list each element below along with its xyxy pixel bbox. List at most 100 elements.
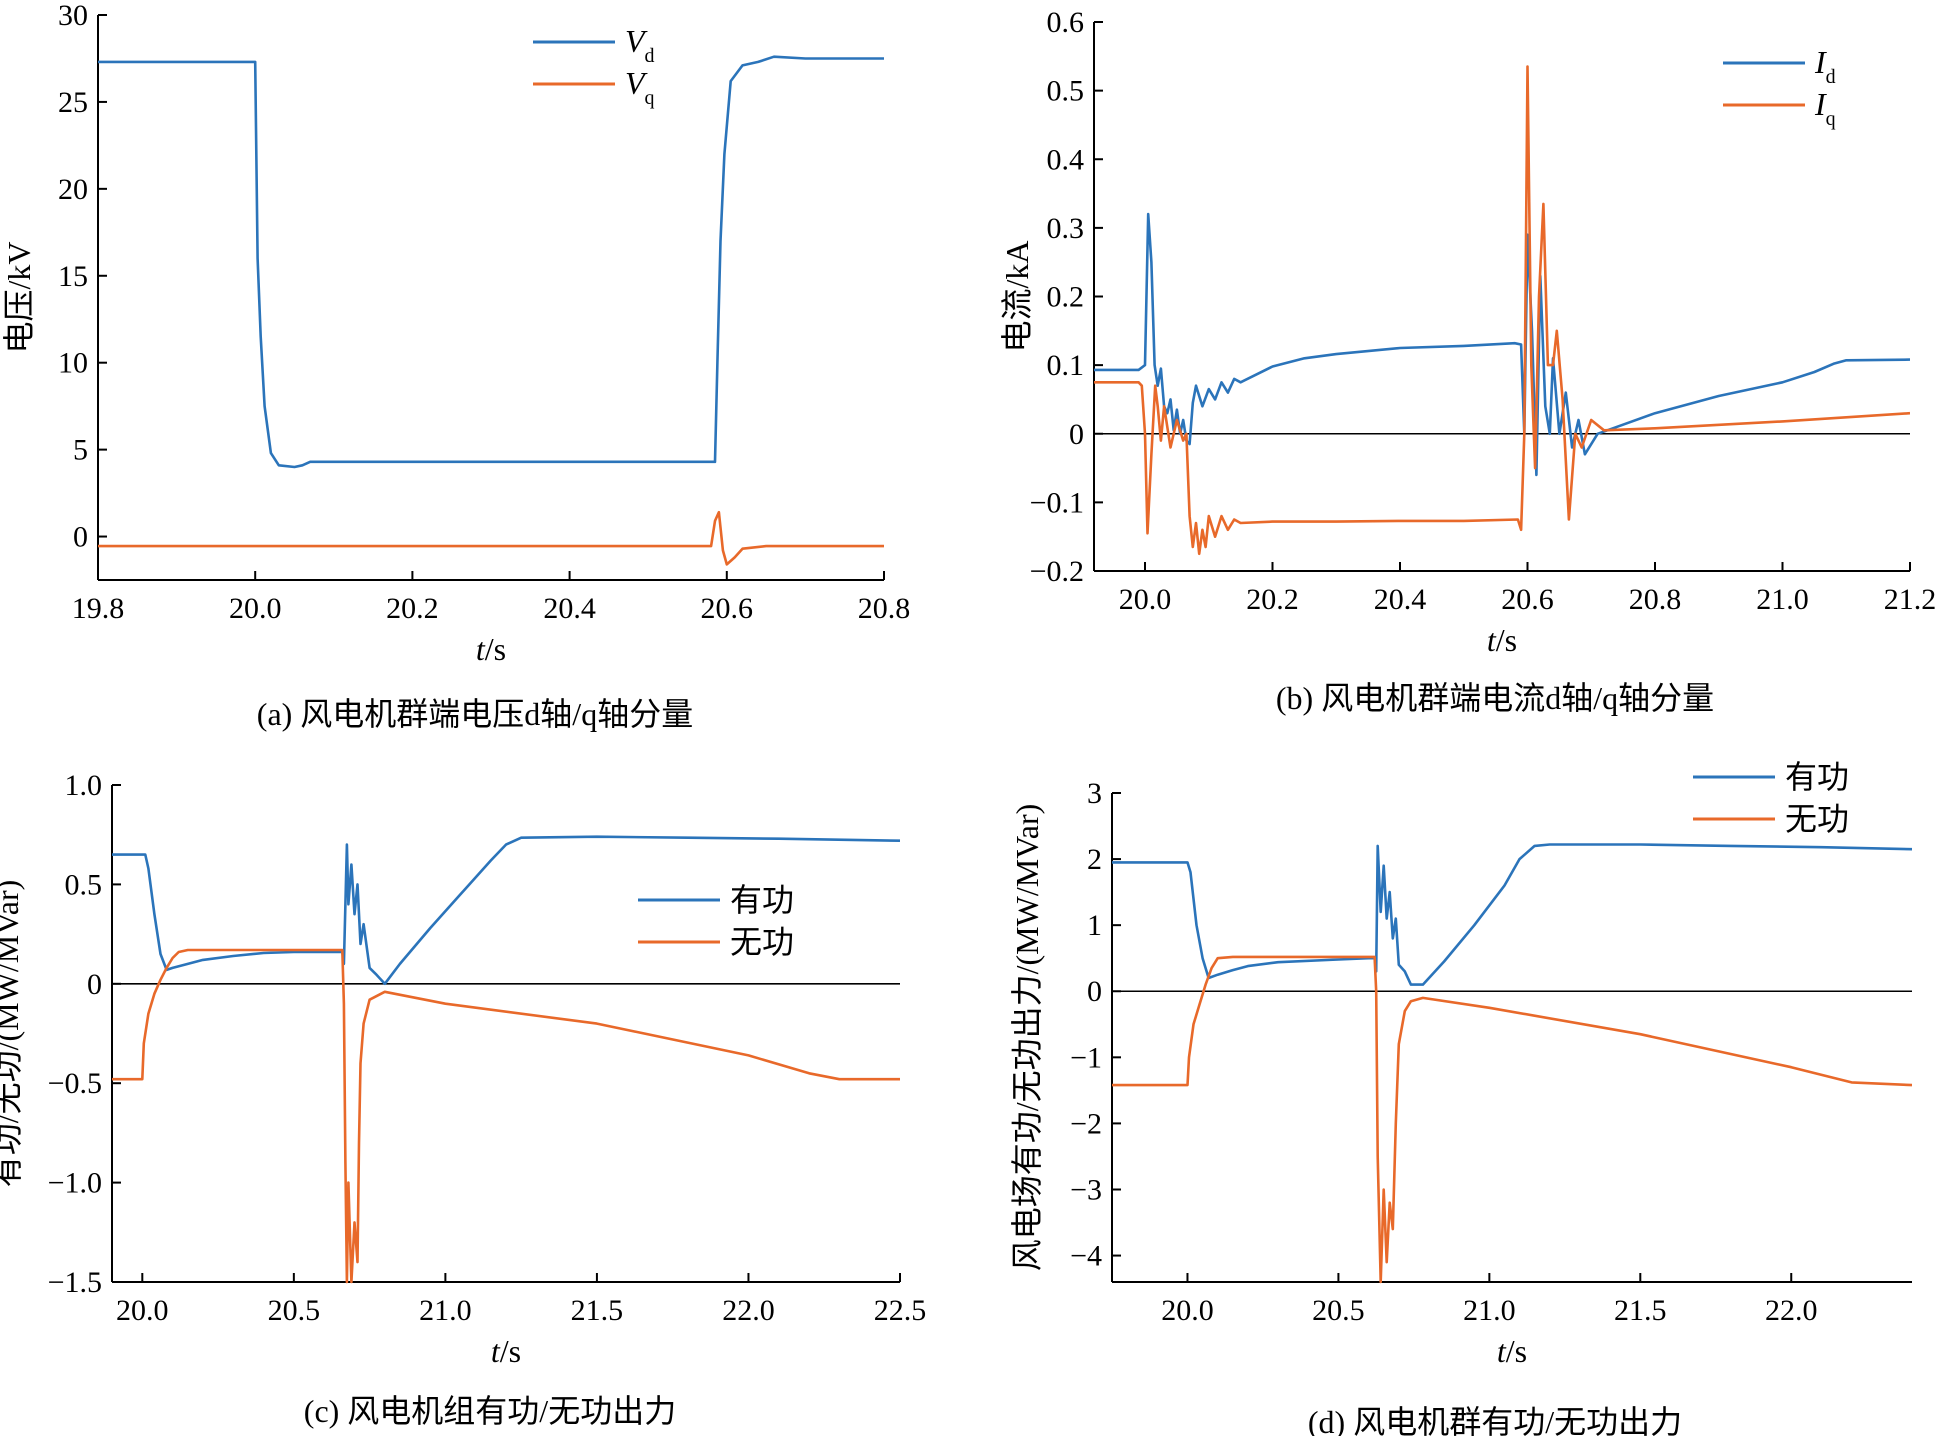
y-tick-label: 0.5 (1047, 75, 1085, 108)
y-tick-label: 5 (73, 434, 88, 467)
x-tick-label: 22.0 (1765, 1294, 1818, 1327)
y-tick-label: 0.5 (65, 868, 103, 901)
x-tick-label: 21.0 (1463, 1294, 1516, 1327)
x-axis-label-variable: t (476, 631, 486, 667)
legend-label: Vq (625, 65, 655, 109)
legend-label: Iq (1814, 86, 1836, 130)
panel-caption: (a) 风电机群端电压d轴/q轴分量 (257, 696, 693, 732)
x-axis-label: t/s (1487, 622, 1517, 658)
x-tick-label: 20.0 (1119, 583, 1172, 616)
panel-caption: (c) 风电机组有功/无功出力 (304, 1393, 676, 1429)
y-tick-label: −2 (1070, 1107, 1102, 1140)
panel-caption: (b) 风电机群端电流d轴/q轴分量 (1276, 680, 1714, 716)
x-tick-label: 20.4 (1374, 583, 1427, 616)
x-tick-label: 20.6 (1501, 583, 1554, 616)
x-tick-label: 20.0 (1161, 1294, 1214, 1327)
y-tick-label: 25 (58, 86, 88, 119)
y-axis-label: 风电场有功/无功出力/(MW/MVar) (1009, 804, 1045, 1272)
panel-d-cluster-power-chart: −4 −3 −2 −1 0 1 2 3 20.0 20.5 21.0 21.5 22.0 t/s 风电场有功… (1009, 759, 1912, 1436)
x-axis-label-unit: /s (1496, 622, 1517, 658)
x-tick-label: 21.5 (1614, 1294, 1667, 1327)
y-tick-label: 1.0 (65, 769, 103, 802)
x-axis-label: t/s (491, 1333, 521, 1369)
x-tick-label: 20.8 (858, 592, 911, 625)
series-line-orange (112, 948, 900, 1284)
series-line-blue (1112, 843, 1912, 986)
legend-label: 有功 (730, 882, 794, 918)
series-line-orange (98, 510, 884, 566)
x-tick-label: 20.6 (701, 592, 754, 625)
x-tick-label: 20.2 (1246, 583, 1299, 616)
y-tick-label: 1 (1087, 909, 1102, 942)
x-axis-label-unit: /s (1506, 1333, 1527, 1369)
x-tick-label: 21.0 (419, 1294, 472, 1327)
x-tick-label: 20.8 (1629, 583, 1682, 616)
y-tick-label: −1 (1070, 1041, 1102, 1074)
panel-b-current-chart: −0.2 −0.1 0 0.1 0.2 0.3 0.4 0.5 0.6 20.0 20.2 20.4 2… (999, 6, 1936, 716)
series-line-orange (1112, 955, 1912, 1284)
legend-label: 有功 (1785, 759, 1849, 795)
x-tick-label: 22.0 (722, 1294, 775, 1327)
y-tick-label: 2 (1087, 843, 1102, 876)
y-tick-label: −1.5 (48, 1266, 102, 1299)
y-tick-label: 20 (58, 173, 88, 206)
y-tick-label: 0.2 (1047, 281, 1085, 314)
legend-label: 无功 (730, 924, 794, 960)
legend-label-subscript: d (645, 45, 655, 67)
x-tick-label: 20.2 (386, 592, 439, 625)
x-tick-label: 21.2 (1884, 583, 1937, 616)
y-axis-label: 有功/无功/(MW/MVar) (0, 880, 25, 1188)
legend-label-base: V (625, 65, 648, 101)
y-tick-label: 0 (87, 968, 102, 1001)
x-axis-label: t/s (1497, 1333, 1527, 1369)
y-tick-label: 15 (58, 260, 88, 293)
legend-label: Id (1814, 44, 1836, 88)
x-tick-label: 21.5 (571, 1294, 624, 1327)
x-tick-label: 20.0 (229, 592, 282, 625)
y-tick-label: −0.2 (1030, 555, 1084, 588)
y-tick-label: 0.6 (1047, 6, 1085, 39)
x-tick-label: 20.5 (1312, 1294, 1365, 1327)
x-tick-label: 21.0 (1756, 583, 1809, 616)
legend-label: 无功 (1785, 801, 1849, 837)
series-line-blue (98, 55, 884, 469)
x-axis-label-variable: t (1497, 1333, 1507, 1369)
x-tick-label: 19.8 (72, 592, 125, 625)
y-tick-label: −0.1 (1030, 486, 1084, 519)
y-tick-label: 30 (58, 0, 88, 32)
legend-label-base: V (625, 23, 648, 59)
y-tick-label: 0 (1087, 975, 1102, 1008)
y-axis-label: 电压/kV (1, 241, 37, 353)
y-tick-label: 0.3 (1047, 212, 1085, 245)
y-tick-label: 0 (73, 521, 88, 554)
legend-label-base: I (1814, 44, 1827, 80)
y-tick-label: 3 (1087, 777, 1102, 810)
x-axis-label-unit: /s (485, 631, 506, 667)
panel-caption: (d) 风电机群有功/无功出力 (1308, 1404, 1682, 1436)
panel-c-unit-power-chart: −1.5 −1.0 −0.5 0 0.5 1.0 20.0 20.5 21.0 21.5 22.0 2… (0, 769, 926, 1429)
legend-label-base: I (1814, 86, 1827, 122)
x-tick-label: 20.0 (116, 1294, 169, 1327)
series-line-blue (112, 835, 900, 986)
x-axis-label-variable: t (491, 1333, 501, 1369)
series-line-orange (1094, 65, 1910, 556)
x-tick-label: 20.4 (543, 592, 596, 625)
y-tick-label: 10 (58, 347, 88, 380)
y-tick-label: 0.4 (1047, 143, 1085, 176)
panel-a-voltage-chart: 0 5 10 15 20 25 30 19.8 20.0 20.2 20.4 20.6 20.8 t/s 电… (1, 0, 910, 732)
legend-label-subscript: q (645, 87, 655, 109)
x-tick-label: 20.5 (268, 1294, 321, 1327)
y-axis-label: 电流/kA (999, 240, 1035, 352)
legend-label-subscript: d (1826, 66, 1836, 88)
legend-label: Vd (625, 23, 655, 67)
series-line-blue (1094, 212, 1910, 477)
x-axis-label-variable: t (1487, 622, 1497, 658)
y-tick-label: −0.5 (48, 1067, 102, 1100)
y-tick-label: 0 (1069, 418, 1084, 451)
y-tick-label: −4 (1070, 1240, 1102, 1273)
y-tick-label: −1.0 (48, 1167, 102, 1200)
